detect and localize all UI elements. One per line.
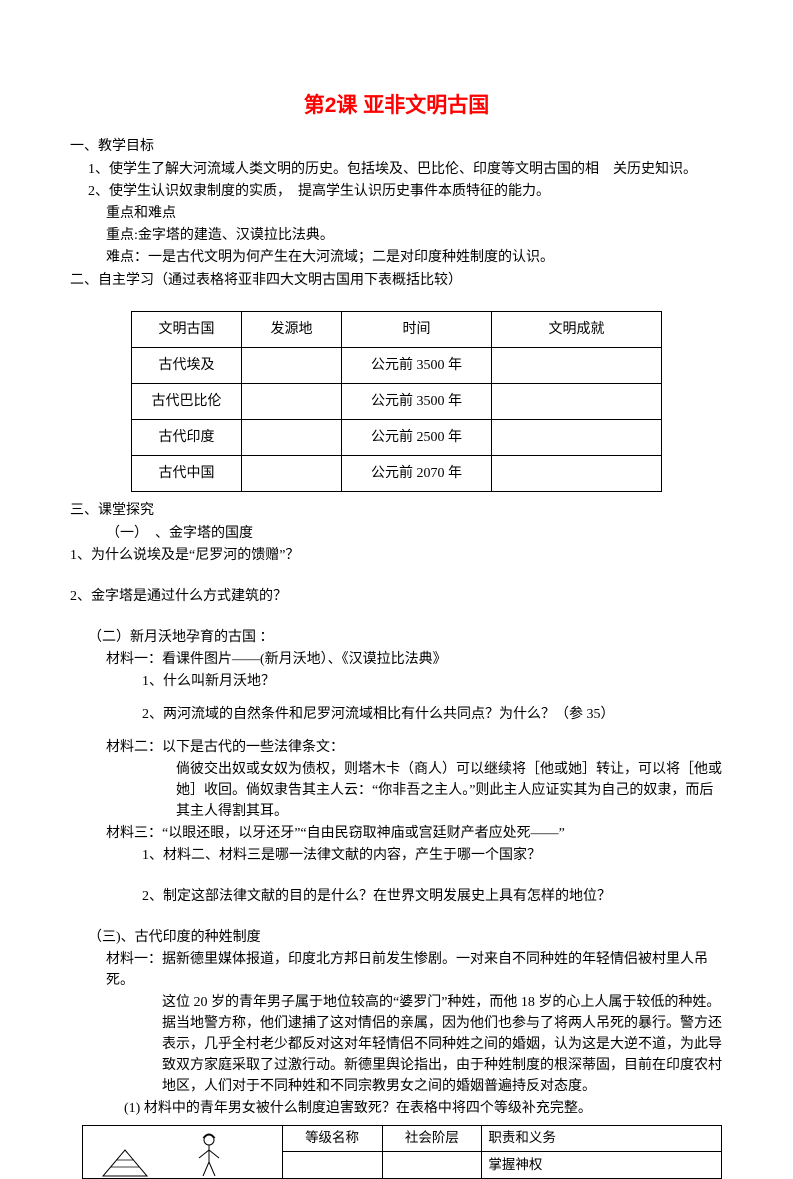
th-origin: 发源地: [242, 311, 342, 347]
table-row: 古代埃及 公元前 3500 年: [132, 347, 662, 383]
cell: [492, 419, 662, 455]
cell: 古代埃及: [132, 347, 242, 383]
pyramid-icon: [101, 1148, 149, 1178]
part3-m1-label: 材料一：据新德里媒体报道，印度北方邦日前发生惨剧。一对来自不同种姓的年轻情侣被村…: [70, 949, 723, 991]
cell: [492, 347, 662, 383]
cell: 公元前 2500 年: [342, 419, 492, 455]
part2-m2-body: 倘彼交出奴或女奴为债权，则塔木卡（商人）可以继续将［他或她］转让，可以将［他或她…: [70, 759, 723, 822]
table-row: 古代印度 公元前 2500 年: [132, 419, 662, 455]
s1-p4: 重点:金字塔的建造、汉谟拉比法典。: [70, 225, 723, 246]
caste-th-duty: 职责和义务: [482, 1125, 722, 1152]
cell: 公元前 3500 年: [342, 383, 492, 419]
civilization-table: 文明古国 发源地 时间 文明成就 古代埃及 公元前 3500 年 古代巴比伦 公…: [131, 311, 662, 492]
caste-row-header: 等级名称 社会阶层 职责和义务: [83, 1125, 722, 1152]
caste-th-class: 社会阶层: [382, 1125, 482, 1152]
part3-m1-body: 这位 20 岁的青年男子属于地位较高的“婆罗门”种姓，而他 18 岁的心上人属于…: [70, 992, 723, 1097]
cell: 古代印度: [132, 419, 242, 455]
table-row: 古代中国 公元前 2070 年: [132, 455, 662, 491]
part2-m1-label: 材料一：看课件图片——(新月沃地）、《汉谟拉比法典》: [70, 649, 723, 670]
s1-p2: 2、使学生认识奴隶制度的实质， 提高学生认识历史事件本质特征的能力。: [70, 181, 723, 202]
cell: 古代巴比伦: [132, 383, 242, 419]
part2-m23-q1: 1、材料二、材料三是哪一法律文献的内容，产生于哪一个国家？: [70, 845, 723, 866]
part1-head: （一） 、金字塔的国度: [70, 523, 723, 544]
part3-head: （三)、古代印度的种姓制度: [70, 927, 723, 948]
cell: 公元前 2070 年: [342, 455, 492, 491]
cell: [242, 455, 342, 491]
part2-m1-q1: 1、什么叫新月沃地？: [70, 671, 723, 692]
s1-p5: 难点：一是古代文明为何产生在大河流域；二是对印度种姓制度的认识。: [70, 247, 723, 268]
lesson-title: 第2课 亚非文明古国: [70, 90, 723, 122]
th-achieve: 文明成就: [492, 311, 662, 347]
s1-p1: 1、使学生了解大河流域人类文明的历史。包括埃及、巴比伦、印度等文明古国的相 关历…: [70, 159, 723, 180]
th-time: 时间: [342, 311, 492, 347]
s1-p3: 重点和难点: [70, 203, 723, 224]
table-header-row: 文明古国 发源地 时间 文明成就: [132, 311, 662, 347]
caste-th-name: 等级名称: [282, 1125, 382, 1152]
part2-m1-q2: 2、两河流域的自然条件和尼罗河流域相比有什么共同点？为什么？（参 35）: [70, 704, 723, 725]
section-1-head: 一、教学目标: [70, 136, 723, 157]
caste-figures: [83, 1126, 282, 1178]
cell: [492, 455, 662, 491]
caste-table: 等级名称 社会阶层 职责和义务 掌握神权: [82, 1125, 722, 1179]
caste-figure-cell: [83, 1125, 283, 1178]
caste-cell: [382, 1152, 482, 1179]
section-3-head: 三、课堂探究: [70, 500, 723, 521]
part3-q1: (1) 材料中的青年男女被什么制度迫害致死？在表格中将四个等级补充完整。: [70, 1098, 723, 1119]
th-country: 文明古国: [132, 311, 242, 347]
caste-cell: 掌握神权: [482, 1152, 722, 1179]
cell: 公元前 3500 年: [342, 347, 492, 383]
cell: [242, 383, 342, 419]
part2-m3-label: 材料三：“以眼还眼，以牙还牙”“自由民窃取神庙或宫廷财产者应处死——”: [70, 823, 723, 844]
section-2-head: 二、自主学习（通过表格将亚非四大文明古国用下表概括比较）: [70, 270, 723, 291]
part1-q2: 2、金字塔是通过什么方式建筑的？: [70, 586, 723, 607]
cell: [242, 347, 342, 383]
caste-cell: [282, 1152, 382, 1179]
cell: 古代中国: [132, 455, 242, 491]
part2-m2-label: 材料二：以下是古代的一些法律条文：: [70, 737, 723, 758]
person-icon: [193, 1132, 225, 1178]
cell: [242, 419, 342, 455]
cell: [492, 383, 662, 419]
part1-q1: 1、为什么说埃及是“尼罗河的馈赠”？: [70, 545, 723, 566]
part2-m23-q2: 2、制定这部法律文献的目的是什么？在世界文明发展史上具有怎样的地位？: [70, 886, 723, 907]
part2-head: （二）新月沃地孕育的古国 ：: [70, 627, 723, 648]
table-row: 古代巴比伦 公元前 3500 年: [132, 383, 662, 419]
